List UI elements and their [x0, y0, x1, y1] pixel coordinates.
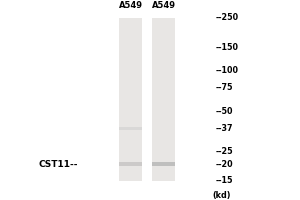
Bar	[152, 162, 175, 166]
Text: --20: --20	[216, 160, 234, 169]
Bar	[119, 127, 142, 130]
Text: --15: --15	[216, 176, 233, 185]
Text: CST11--: CST11--	[38, 160, 78, 169]
Text: --250: --250	[216, 13, 239, 22]
Text: (kd): (kd)	[213, 191, 231, 200]
Text: --25: --25	[216, 147, 234, 156]
Text: A549: A549	[152, 1, 176, 10]
Text: --50: --50	[216, 107, 233, 116]
Text: --37: --37	[216, 124, 233, 133]
Text: --150: --150	[216, 43, 239, 52]
Bar	[119, 162, 142, 166]
Bar	[119, 18, 142, 181]
Text: --100: --100	[216, 66, 239, 75]
Text: --75: --75	[216, 83, 233, 92]
Text: A549: A549	[118, 1, 142, 10]
Bar	[152, 18, 175, 181]
